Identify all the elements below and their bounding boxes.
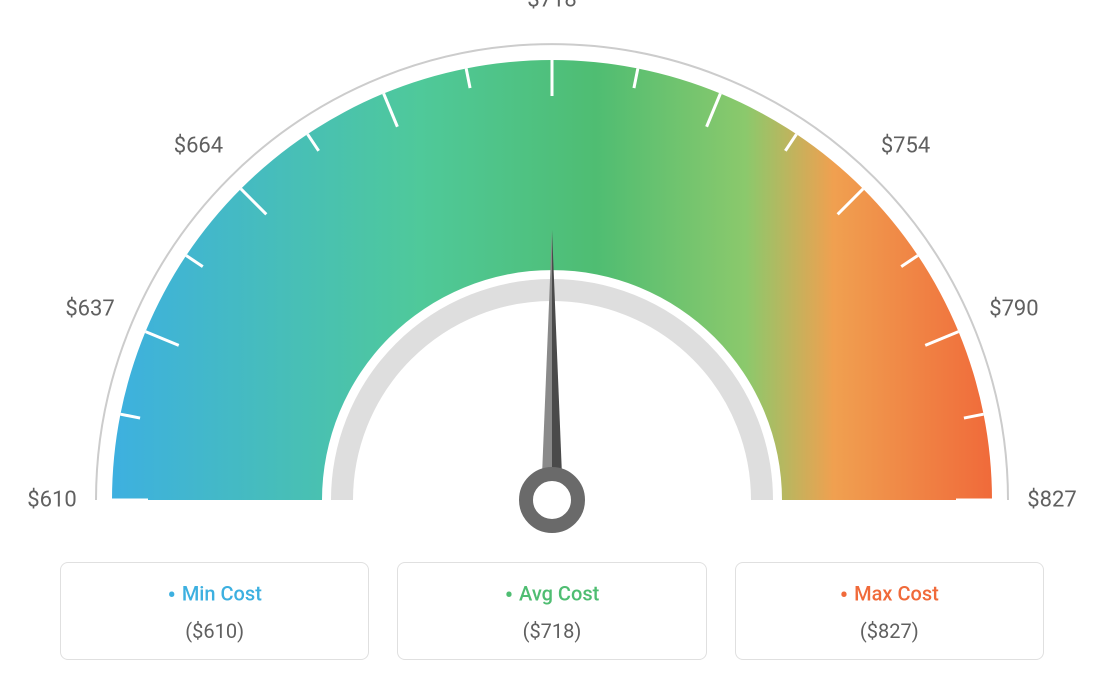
gauge-tick-label: $610 [27, 488, 76, 513]
legend-label: Avg Cost [408, 581, 695, 609]
legend-card: Min Cost ($610) [60, 562, 369, 660]
gauge-tick-label: $827 [1027, 488, 1076, 513]
gauge-tick-label: $637 [65, 296, 114, 321]
gauge-container: $610 $637 $664 $718 $754 $790 $827 [0, 0, 1104, 560]
gauge-tick-label: $718 [527, 0, 576, 13]
gauge-chart [0, 0, 1104, 560]
legend-value: ($718) [408, 619, 695, 643]
legend-card: Avg Cost ($718) [397, 562, 706, 660]
legend-value: ($827) [746, 619, 1033, 643]
legend-value: ($610) [71, 619, 358, 643]
gauge-tick-label: $754 [881, 134, 930, 159]
legend-row: Min Cost ($610) Avg Cost ($718) Max Cost ($82… [0, 562, 1104, 660]
legend-card: Max Cost ($827) [735, 562, 1044, 660]
gauge-tick-label: $664 [174, 134, 223, 159]
gauge-tick-label: $790 [989, 296, 1038, 321]
legend-label: Max Cost [746, 581, 1033, 609]
legend-label: Min Cost [71, 581, 358, 609]
